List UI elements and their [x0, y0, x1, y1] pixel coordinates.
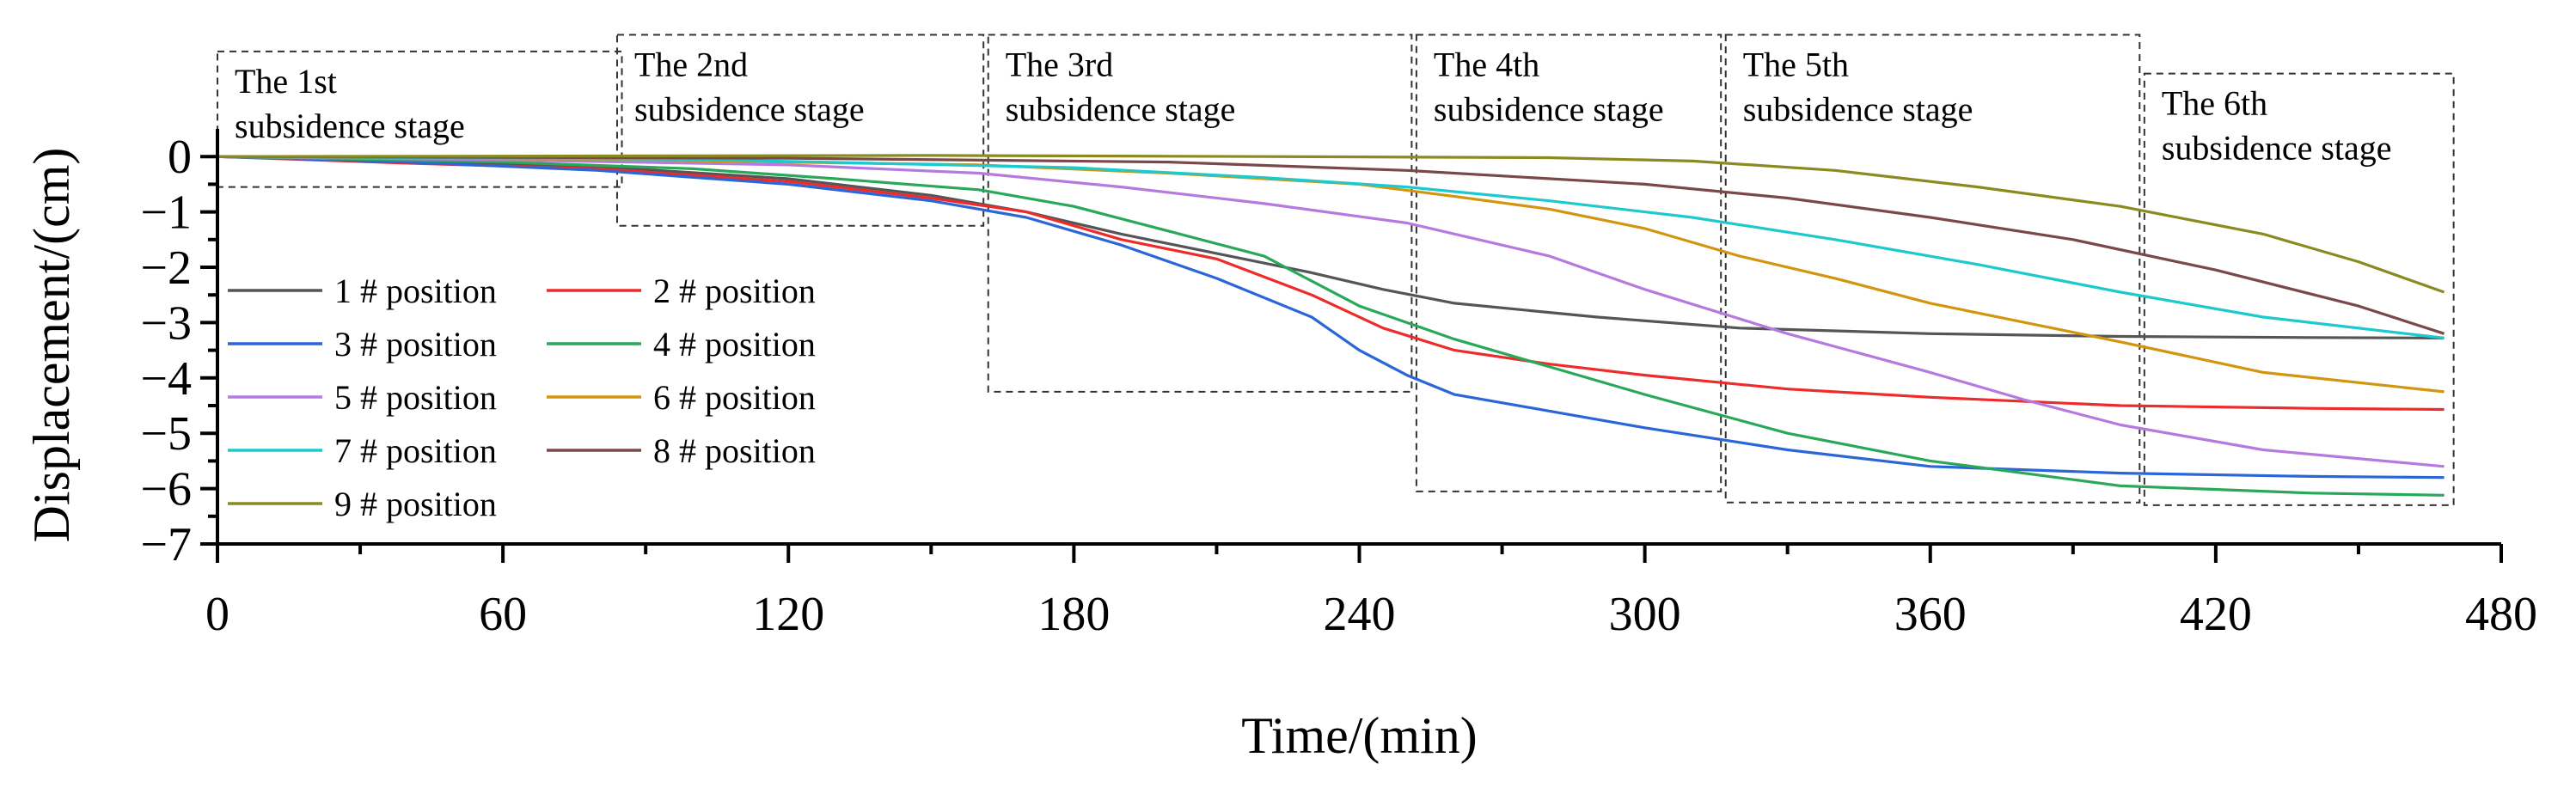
stage-box [1724, 34, 2141, 504]
legend-label: 2 # position [653, 272, 816, 310]
legend-label: 9 # position [334, 485, 497, 523]
stage-box [2143, 72, 2455, 506]
stage-label-line2: subsidence stage [235, 107, 465, 145]
series-line-2 [217, 155, 2444, 412]
x-tick-label: 180 [1037, 588, 1110, 641]
stage-box [987, 34, 1413, 393]
series-line-9 [217, 154, 2445, 294]
legend-label: 6 # position [653, 378, 816, 417]
stage-label-line2: subsidence stage [2162, 129, 2392, 168]
y-tick-label: −6 [140, 463, 192, 516]
series-line-5 [217, 155, 2444, 468]
y-tick-label: −1 [140, 186, 192, 240]
x-axis-title: Time/(min) [1241, 707, 1477, 764]
x-tick-label: 60 [479, 588, 527, 641]
stage-label-line2: subsidence stage [1006, 90, 1236, 129]
x-tick-label: 120 [752, 588, 824, 641]
stage-label-line1: The 2nd [634, 46, 748, 84]
x-tick-label: 240 [1324, 588, 1396, 641]
x-tick-label: 360 [1894, 588, 1967, 641]
legend-label: 4 # position [653, 325, 816, 363]
legend-label: 8 # position [653, 431, 816, 470]
stage-box [615, 34, 985, 227]
y-tick-label: −5 [140, 407, 192, 461]
x-tick-label: 480 [2465, 588, 2537, 641]
legend-label: 7 # position [334, 431, 497, 470]
stage-box [1415, 34, 1722, 492]
series-line-7 [217, 155, 2444, 339]
stage-label-line2: subsidence stage [634, 90, 865, 129]
stage-label-line2: subsidence stage [1743, 90, 1973, 129]
stage-label-line1: The 5th [1743, 46, 1849, 84]
stage-box [217, 50, 623, 188]
series-line-1 [217, 155, 2444, 339]
stage-label-line1: The 3rd [1006, 46, 1114, 84]
y-tick-label: −4 [140, 352, 192, 406]
series-line-3 [217, 155, 2444, 480]
series-lines [217, 154, 2445, 497]
legend-label: 1 # position [334, 272, 497, 310]
x-tick-label: 300 [1609, 588, 1681, 641]
stage-label-line1: The 4th [1434, 46, 1539, 84]
y-tick-label: −7 [140, 518, 192, 571]
stage-label-line1: The 1st [235, 62, 337, 101]
legend-label: 5 # position [334, 378, 497, 417]
stage-boxes: The 1st subsidence stage The 2nd subsidence… [217, 34, 2455, 506]
y-axis-title: Displacement/(cm) [23, 148, 80, 543]
legend: 1 # position 2 # position 3 # position 4 # … [228, 272, 816, 523]
series-line-6 [217, 155, 2444, 394]
y-tick-label: 0 [168, 131, 192, 184]
x-tick-label: 420 [2180, 588, 2252, 641]
stage-label-line2: subsidence stage [1434, 90, 1664, 129]
series-line-8 [217, 155, 2445, 335]
y-tick-label: −2 [140, 241, 192, 295]
stage-label-line1: The 6th [2162, 84, 2267, 123]
series-line-4 [217, 155, 2444, 497]
legend-label: 3 # position [334, 325, 497, 363]
x-tick-label: 0 [205, 588, 229, 641]
y-tick-label: −3 [140, 296, 192, 350]
